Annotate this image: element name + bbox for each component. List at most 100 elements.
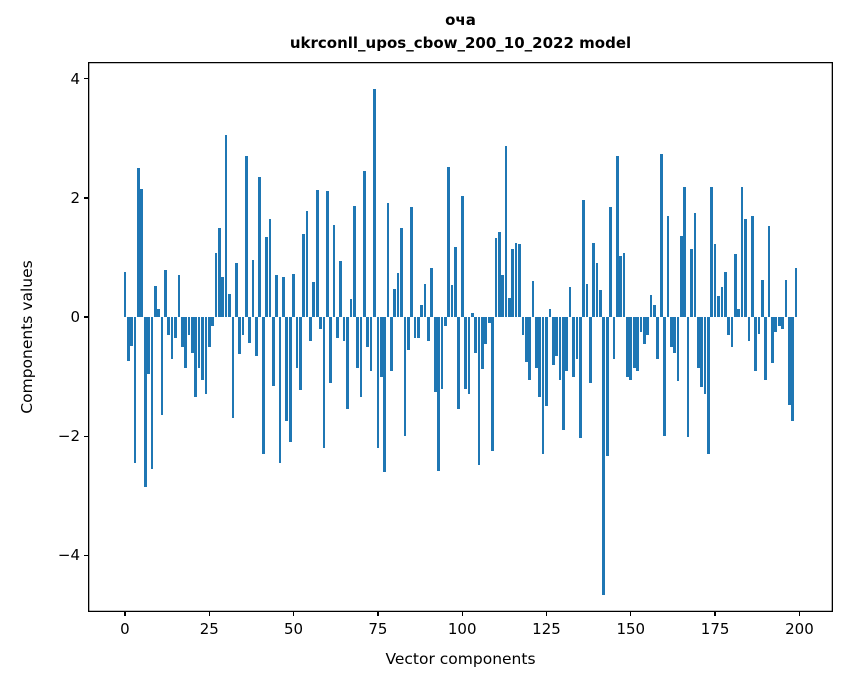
- bar: [228, 294, 231, 317]
- bar: [133, 317, 137, 464]
- bar: [268, 218, 272, 318]
- bar: [700, 317, 703, 388]
- x-tick-label: 25: [199, 620, 219, 638]
- bar: [646, 317, 650, 335]
- x-axis-label: Vector components: [385, 650, 536, 668]
- chart-subtitle: ukrconll_upos_cbow_200_10_2022 model: [289, 34, 632, 52]
- x-axis-tick: [208, 612, 210, 616]
- bar: [784, 279, 788, 318]
- bar: [720, 287, 724, 318]
- bar: [494, 238, 498, 318]
- bar: [363, 171, 366, 318]
- bar: [167, 317, 171, 335]
- bar: [707, 317, 710, 455]
- bar: [541, 317, 545, 455]
- x-tick-label: 175: [700, 620, 730, 638]
- bar: [747, 317, 751, 341]
- bar: [319, 317, 322, 329]
- bar: [386, 202, 390, 318]
- bar: [528, 317, 531, 380]
- bar: [777, 317, 781, 326]
- bar: [457, 317, 461, 409]
- bar: [767, 226, 771, 318]
- bar: [258, 177, 262, 318]
- bar: [160, 317, 164, 415]
- bar: [794, 268, 798, 318]
- bar: [302, 234, 306, 318]
- bar: [234, 263, 238, 318]
- bar: [649, 294, 653, 318]
- bar: [265, 236, 268, 318]
- bar: [305, 210, 309, 318]
- bar: [325, 191, 329, 318]
- bar: [680, 236, 683, 318]
- bar: [221, 276, 225, 318]
- bar: [656, 317, 660, 359]
- bar: [292, 273, 295, 318]
- bar: [535, 317, 538, 368]
- bar: [572, 317, 575, 377]
- y-axis-tick: [84, 197, 88, 199]
- bar: [282, 276, 285, 318]
- bar: [153, 286, 157, 318]
- x-axis-tick: [630, 612, 632, 616]
- bar: [669, 317, 673, 347]
- bar: [703, 317, 707, 395]
- bar: [487, 317, 491, 323]
- bar: [437, 317, 440, 471]
- bar: [352, 205, 356, 318]
- bar: [275, 275, 279, 318]
- bar: [508, 297, 511, 318]
- bar: [430, 267, 434, 318]
- y-axis-tick: [84, 316, 88, 318]
- bar: [497, 232, 501, 318]
- bar: [653, 305, 656, 318]
- bar: [615, 156, 619, 318]
- bar: [255, 317, 258, 356]
- bar: [238, 317, 241, 354]
- bar: [126, 317, 130, 362]
- x-axis-tick: [798, 612, 801, 616]
- bar: [123, 271, 127, 318]
- bar: [713, 244, 717, 318]
- y-axis-label: Components values: [18, 260, 36, 414]
- bar: [373, 88, 376, 318]
- bar: [696, 317, 700, 368]
- bar: [750, 215, 754, 318]
- bar: [511, 249, 515, 318]
- bar: [204, 317, 208, 395]
- bar: [622, 252, 626, 318]
- y-axis-tick: [84, 435, 88, 437]
- bar: [346, 317, 349, 410]
- bar: [774, 317, 778, 332]
- bar: [501, 275, 504, 318]
- bar: [241, 317, 245, 335]
- bar: [673, 317, 676, 353]
- x-axis-tick: [124, 612, 126, 616]
- x-tick-label: 150: [616, 620, 646, 638]
- bar: [504, 146, 508, 318]
- y-axis-tick: [84, 554, 88, 557]
- bar: [356, 317, 359, 369]
- x-axis-tick: [714, 612, 716, 616]
- bar: [676, 317, 680, 382]
- bar: [400, 227, 403, 318]
- bar: [150, 317, 154, 469]
- bar: [390, 317, 393, 371]
- bar: [518, 244, 521, 318]
- bar: [740, 186, 744, 318]
- bar: [366, 317, 370, 347]
- bar: [315, 189, 319, 318]
- x-axis-tick: [461, 612, 463, 616]
- bar: [231, 317, 235, 419]
- bar: [595, 262, 599, 318]
- bar: [312, 281, 316, 318]
- bar: [484, 317, 488, 344]
- bar: [609, 206, 612, 318]
- bar: [298, 317, 302, 391]
- bar: [427, 317, 430, 341]
- bar: [137, 168, 140, 318]
- bar: [521, 317, 525, 335]
- bar: [450, 285, 454, 318]
